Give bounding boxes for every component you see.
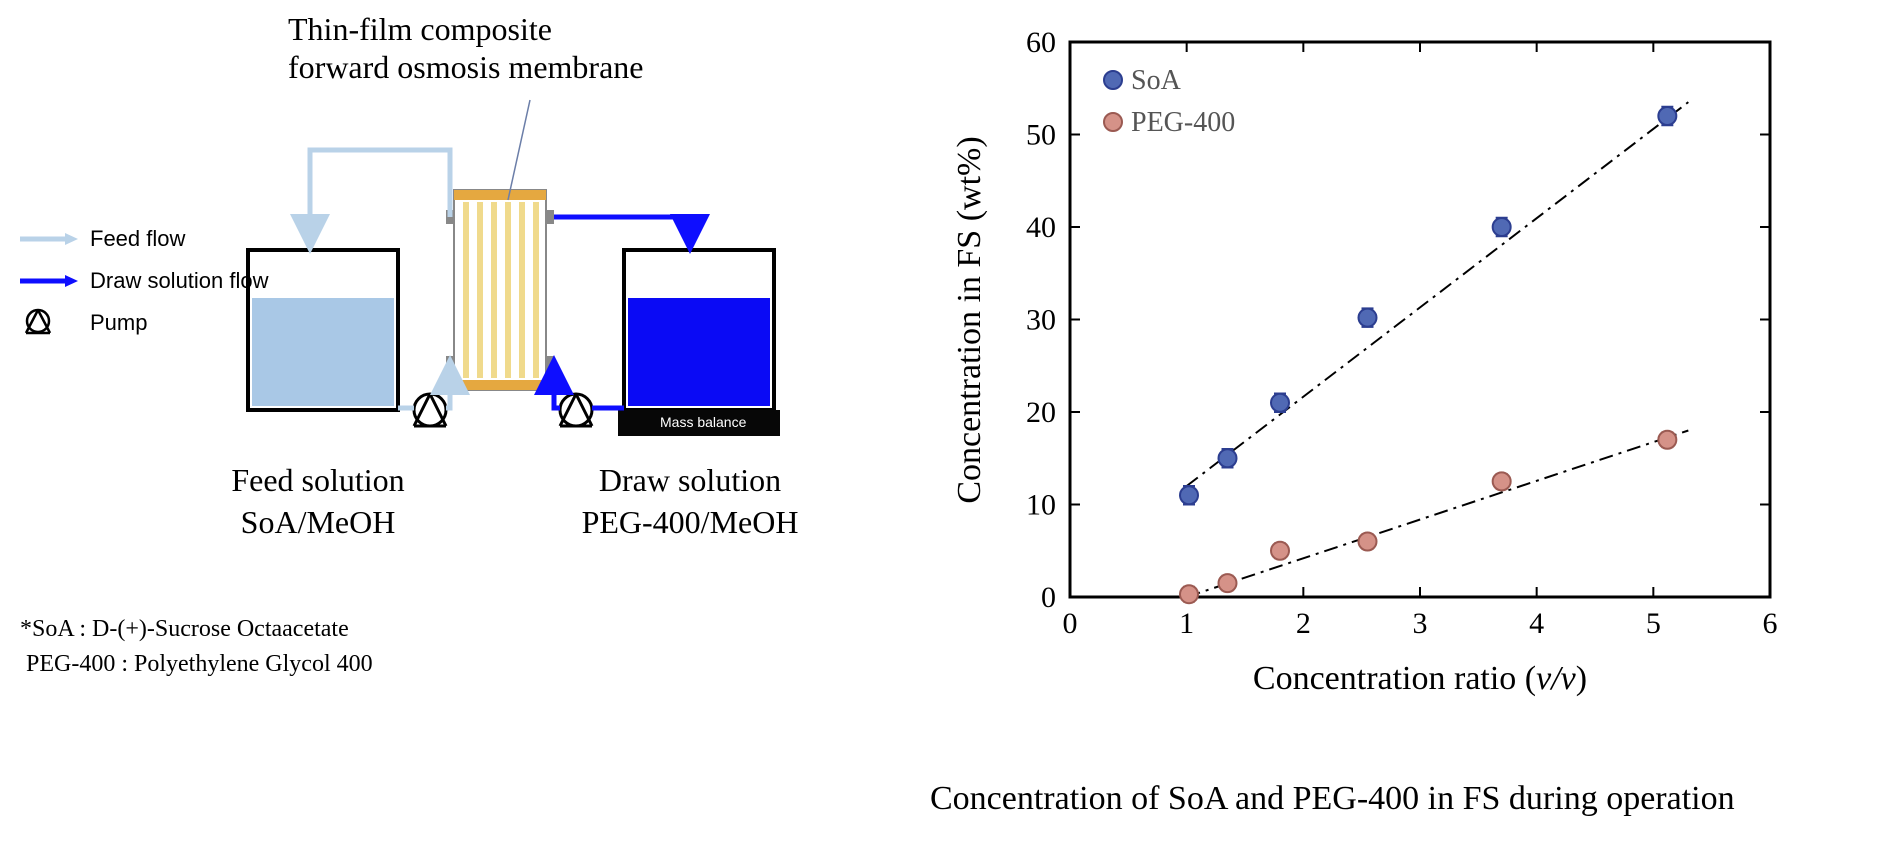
pump-icon [20,307,80,337]
legend-marker [1104,71,1122,89]
feed-arrow-icon [20,232,80,246]
y-tick-label: 20 [1026,396,1056,429]
page-root: Thin-film composite forward osmosis memb… [0,0,1877,857]
feed-caption: Feed solution SoA/MeOH [208,460,428,543]
footnote-2: PEG-400 : Polyethylene Glycol 400 [26,647,373,682]
y-tick-label: 60 [1026,26,1056,59]
point-soa [1180,486,1198,504]
point-soa [1658,107,1676,125]
legend-feed-row: Feed flow [20,218,269,260]
chart-caption: Concentration of SoA and PEG-400 in FS d… [930,780,1735,818]
legend-pump-text: Pump [90,302,147,344]
footnote-1: *SoA : D-(+)-Sucrose Octaacetate [20,612,373,647]
x-tick-label: 5 [1646,607,1661,640]
concentration-chart: 01234560102030405060SoAPEG-400 [980,0,1877,760]
y-tick-label: 0 [1041,581,1056,614]
point-peg-400 [1658,431,1676,449]
feed-caption-l2: SoA/MeOH [208,502,428,544]
mass-balance-label: Mass balance [660,414,746,430]
x-tick-label: 1 [1179,607,1194,640]
point-peg-400 [1271,542,1289,560]
y-tick-label: 50 [1026,119,1056,152]
legend-draw-row: Draw solution flow [20,260,269,302]
x-tick-label: 0 [1063,607,1078,640]
chart-y-label: Concentration in FS (wt%) [951,136,989,503]
y-tick-label: 30 [1026,304,1056,337]
membrane-title-l1: Thin-film composite [288,10,643,48]
legend-label: PEG-400 [1131,107,1235,138]
draw-arrow-icon [20,274,80,288]
chart-x-label: Concentration ratio (v/v) [1070,660,1770,698]
feed-caption-l1: Feed solution [208,460,428,502]
y-tick-label: 40 [1026,211,1056,244]
legend-feed-text: Feed flow [90,218,185,260]
y-tick-label: 10 [1026,489,1056,522]
point-peg-400 [1493,472,1511,490]
fo-membrane-module [446,190,554,390]
draw-caption: Draw solution PEG-400/MeOH [560,460,820,543]
x-tick-label: 4 [1529,607,1544,640]
membrane-title-l2: forward osmosis membrane [288,48,643,86]
flow-legend: Feed flow Draw solution flow Pump [20,218,269,343]
x-tick-label: 2 [1296,607,1311,640]
pump-feed [414,394,446,426]
point-peg-400 [1359,533,1377,551]
draw-caption-l2: PEG-400/MeOH [560,502,820,544]
x-tick-label: 3 [1413,607,1428,640]
pump-draw [560,394,592,426]
point-peg-400 [1219,574,1237,592]
membrane-pointer [508,100,530,200]
feed-tank [248,250,398,410]
x-tick-label: 6 [1763,607,1778,640]
draw-caption-l1: Draw solution [560,460,820,502]
legend-pump-row: Pump [20,302,269,344]
xlabel-ital: v/v [1536,660,1576,697]
point-soa [1271,394,1289,412]
legend-label: SoA [1131,65,1182,96]
point-peg-400 [1180,585,1198,603]
point-soa [1359,309,1377,327]
xlabel-pre: Concentration ratio ( [1253,660,1536,697]
legend-draw-text: Draw solution flow [90,260,269,302]
xlabel-post: ) [1576,660,1587,697]
point-soa [1219,449,1237,467]
footnotes: *SoA : D-(+)-Sucrose Octaacetate PEG-400… [20,612,373,682]
membrane-title: Thin-film composite forward osmosis memb… [288,10,643,87]
draw-tank [624,250,774,410]
point-soa [1493,218,1511,236]
legend-marker [1104,113,1122,131]
